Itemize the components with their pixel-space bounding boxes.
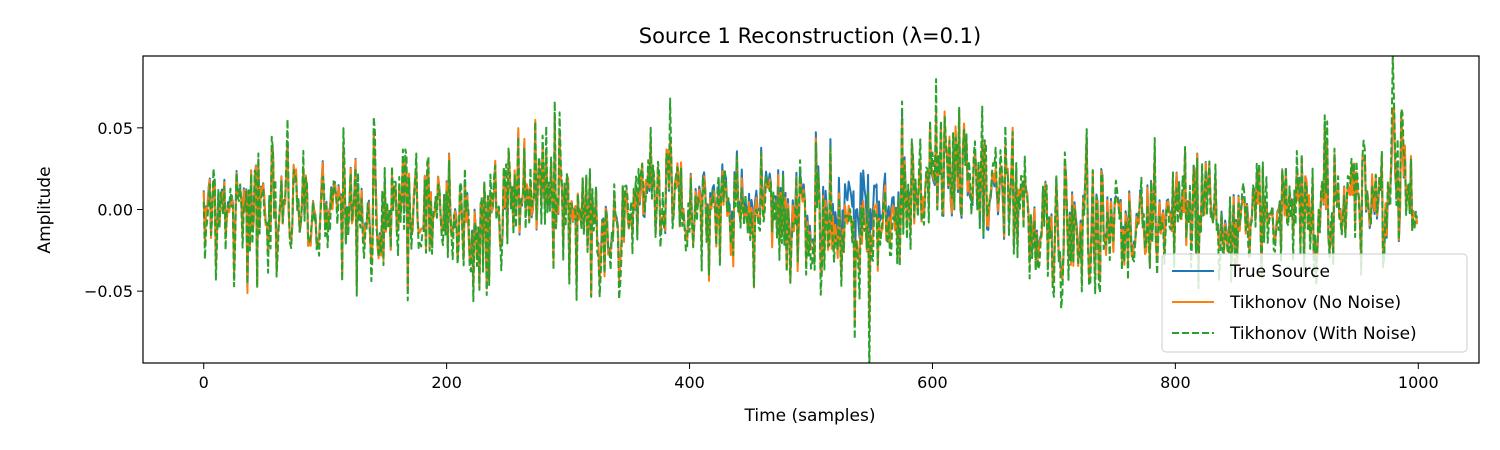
x-tick-label: 600 [917, 373, 948, 392]
legend-label-2: Tikhonov (No Noise) [1229, 293, 1401, 313]
x-tick-label: 800 [1160, 373, 1191, 392]
x-tick-label: 1000 [1398, 373, 1439, 392]
y-tick-label: 0.00 [97, 201, 133, 220]
legend-label-1: True Source [1229, 262, 1330, 282]
series-line-3 [202, 56, 1419, 363]
chart-title: Source 1 Reconstruction (λ=0.1) [639, 24, 981, 48]
x-tick-label: 200 [431, 373, 462, 392]
x-tick-label: 400 [674, 373, 705, 392]
y-tick-label: 0.05 [97, 119, 133, 138]
legend-label-3: Tikhonov (With Noise) [1229, 324, 1417, 344]
y-axis-label: Amplitude [35, 166, 55, 253]
y-axis: −0.05 0.00 0.05 [84, 119, 143, 301]
x-axis: 0 200 400 600 800 1000 [199, 363, 1439, 392]
x-tick-label: 0 [199, 373, 209, 392]
series-layer [202, 56, 1419, 363]
legend-frame [1161, 253, 1468, 353]
y-tick-label: −0.05 [84, 282, 133, 301]
x-axis-label: Time (samples) [744, 406, 876, 426]
legend: True Source Tikhonov (No Noise) Tikhonov (… [1161, 253, 1468, 353]
